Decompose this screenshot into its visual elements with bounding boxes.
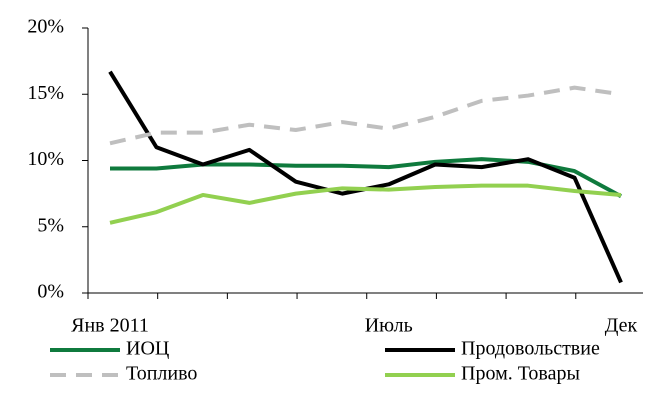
series-line [109, 85, 622, 146]
x-tick-label: Янв 2011 [71, 315, 149, 337]
legend-label: Пром. Товары [461, 363, 580, 385]
y-tick-label: 20% [27, 16, 64, 38]
series-line [109, 183, 622, 225]
y-tick-label: 0% [37, 281, 64, 303]
y-tick-label: 5% [37, 214, 64, 236]
x-tick-label: Июль [365, 315, 413, 337]
x-tick-label: Дек [605, 315, 638, 337]
y-tick-label: 10% [27, 148, 64, 170]
legend-label: Топливо [126, 363, 197, 385]
y-tick-label: 15% [27, 82, 64, 104]
legend-label: Продовольствие [461, 338, 600, 360]
series-line [108, 70, 623, 284]
legend-label: ИОЦ [126, 338, 169, 360]
